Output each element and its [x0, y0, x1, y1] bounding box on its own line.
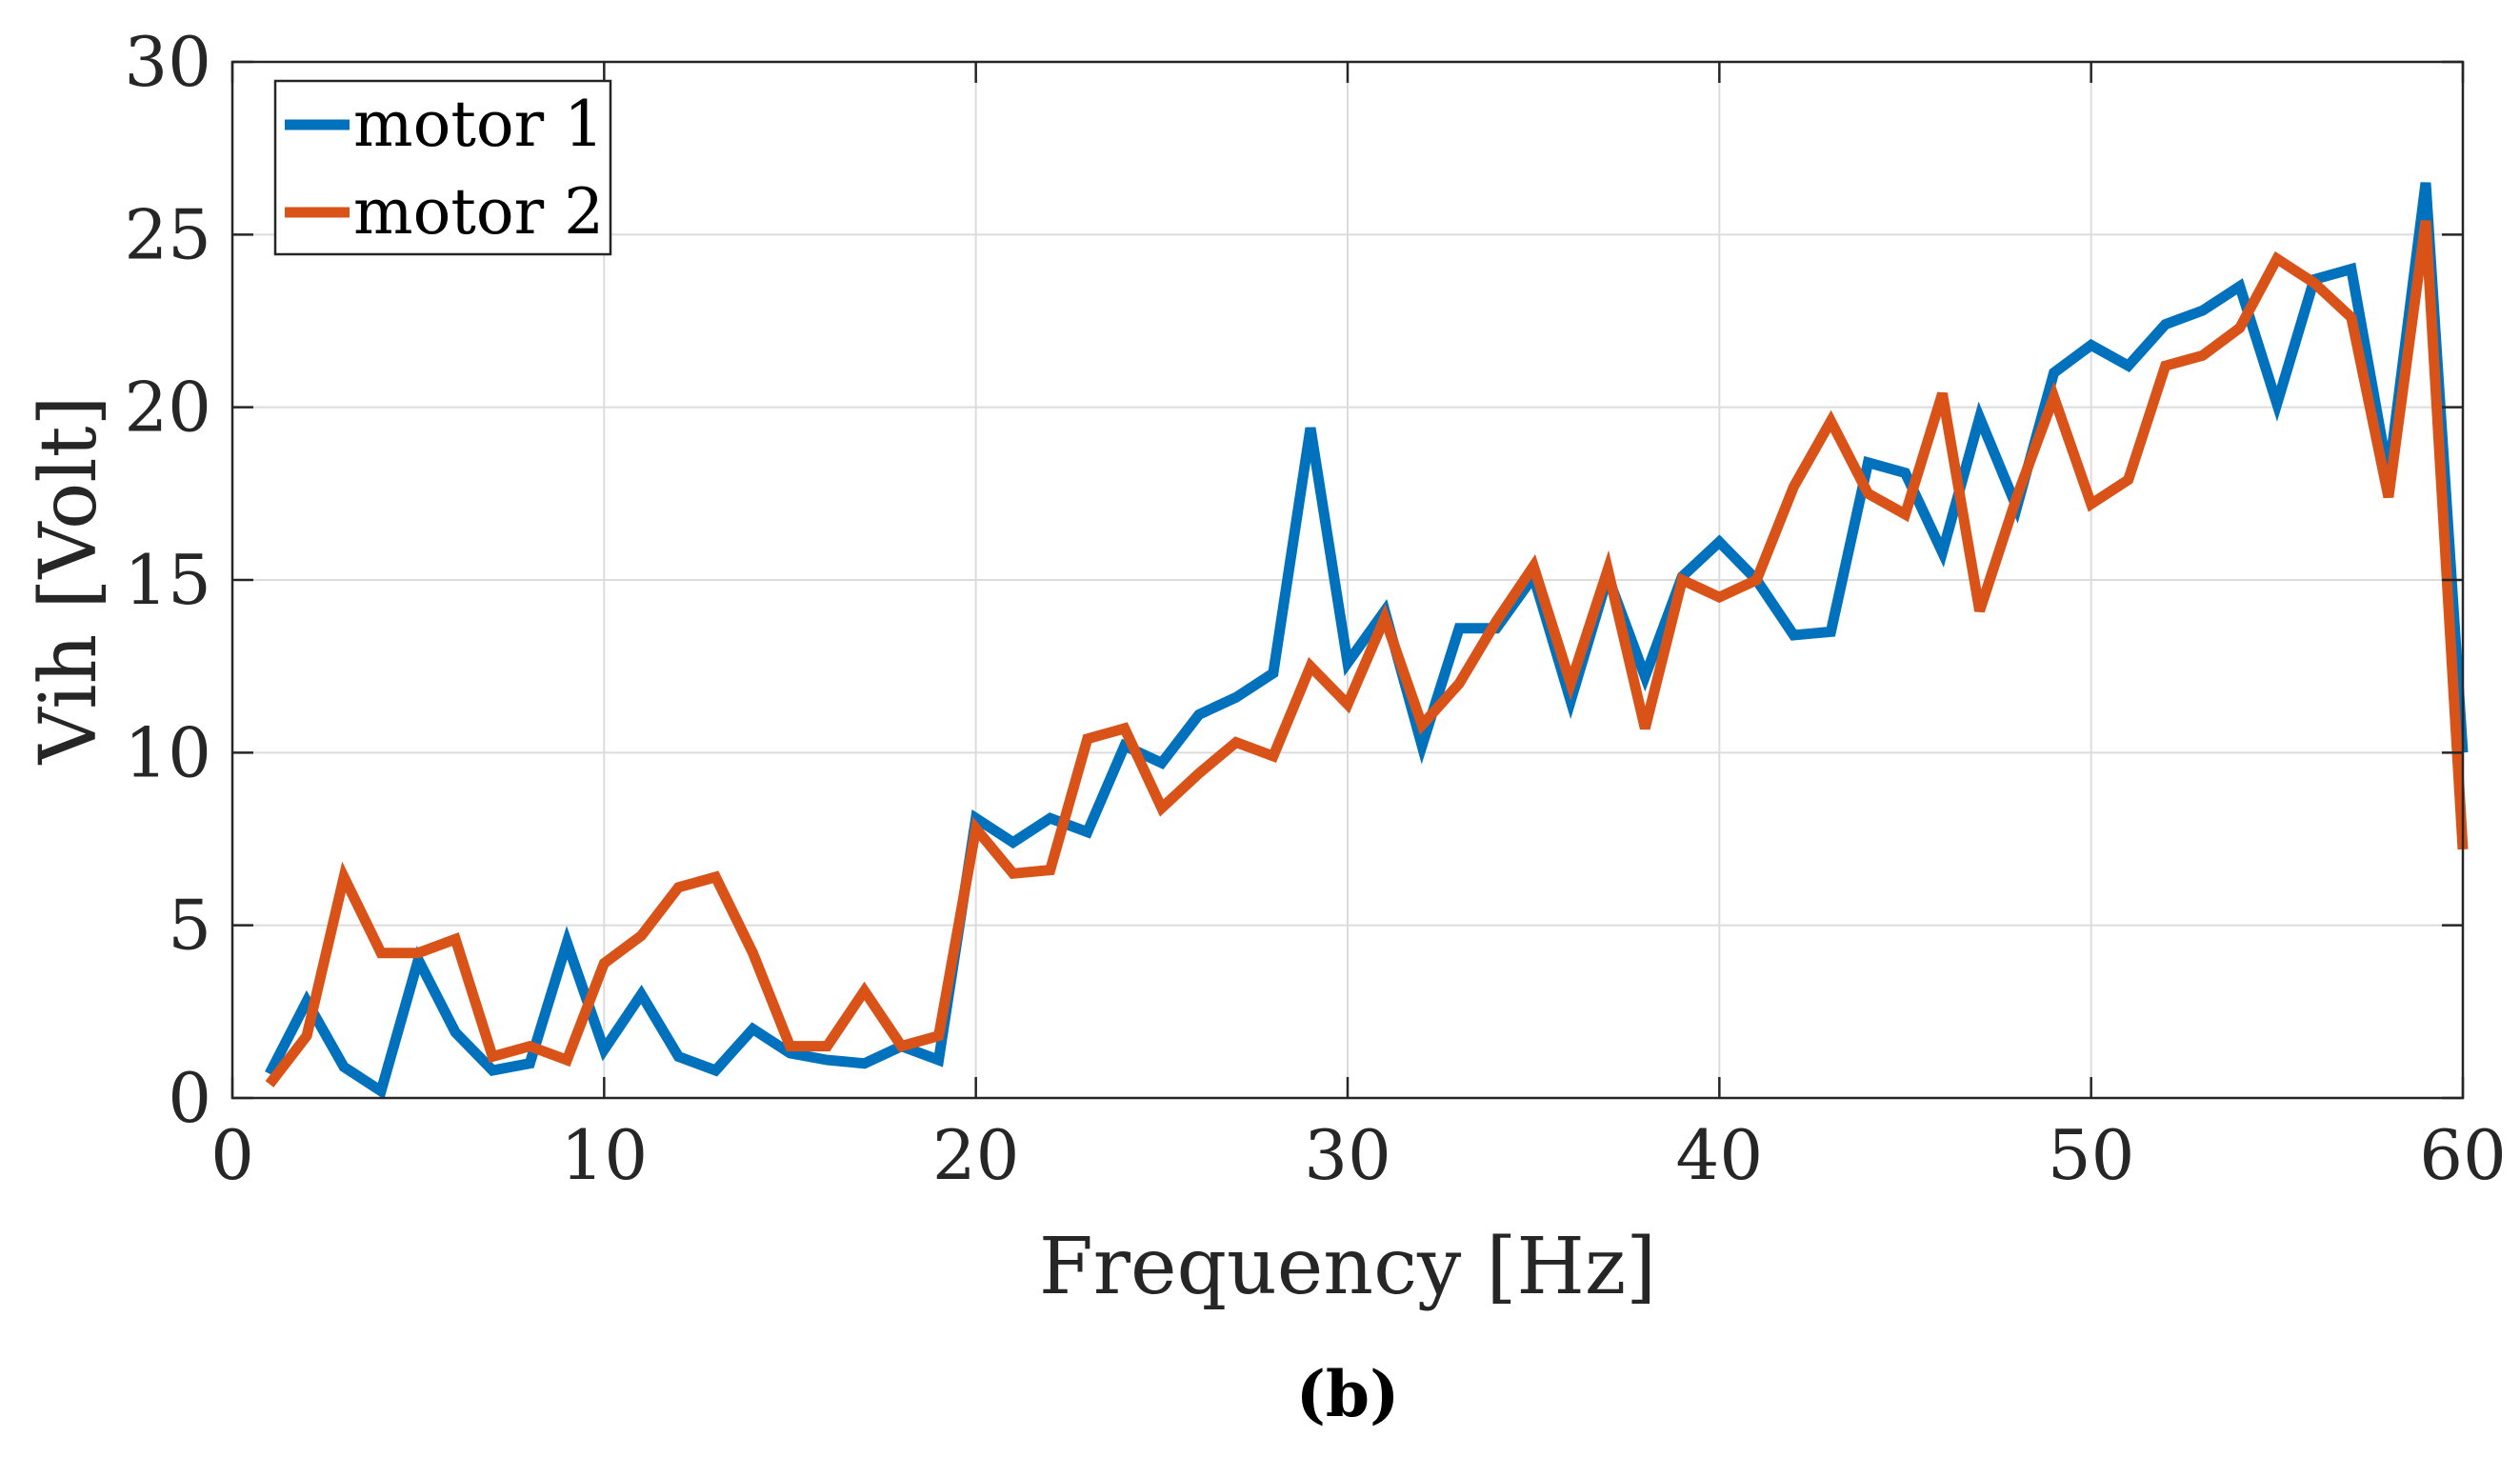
legend-label: motor 1: [353, 88, 604, 161]
legend-label: motor 2: [353, 175, 604, 249]
figure-caption: (b): [1296, 1357, 1400, 1431]
x-tick-label: 30: [1304, 1115, 1391, 1195]
legend: motor 1 motor 2: [273, 79, 612, 256]
series-line-motor-1: [265, 182, 2469, 1100]
x-tick-label: 50: [2048, 1115, 2135, 1195]
series-layer: [265, 182, 2469, 1100]
x-tick-label: 40: [1676, 1115, 1764, 1195]
series-line-motor-2: [265, 220, 2469, 1088]
y-tick-label: 15: [124, 540, 211, 620]
y-tick-label: 30: [124, 22, 211, 102]
tick-marks: [230, 60, 2465, 1100]
x-axis-label: Frequency [Hz]: [1039, 1222, 1656, 1312]
x-tick-label: 20: [932, 1115, 1020, 1195]
y-axis-label: Vih [Volt]: [24, 395, 114, 765]
x-tick-label: 10: [561, 1115, 649, 1195]
y-tick-labels: 0 5 10 15 20 25 30: [124, 22, 211, 1138]
y-tick-label: 10: [124, 712, 211, 792]
y-tick-label: 0: [168, 1058, 211, 1138]
y-tick-label: 5: [168, 886, 211, 966]
x-tick-labels: 0 10 20 30 40 50 60: [210, 1115, 2507, 1195]
x-tick-label: 0: [210, 1115, 254, 1195]
x-tick-label: 60: [2419, 1115, 2507, 1195]
y-tick-label: 20: [124, 368, 211, 448]
y-tick-label: 25: [124, 194, 211, 274]
legend-box: [273, 79, 612, 256]
